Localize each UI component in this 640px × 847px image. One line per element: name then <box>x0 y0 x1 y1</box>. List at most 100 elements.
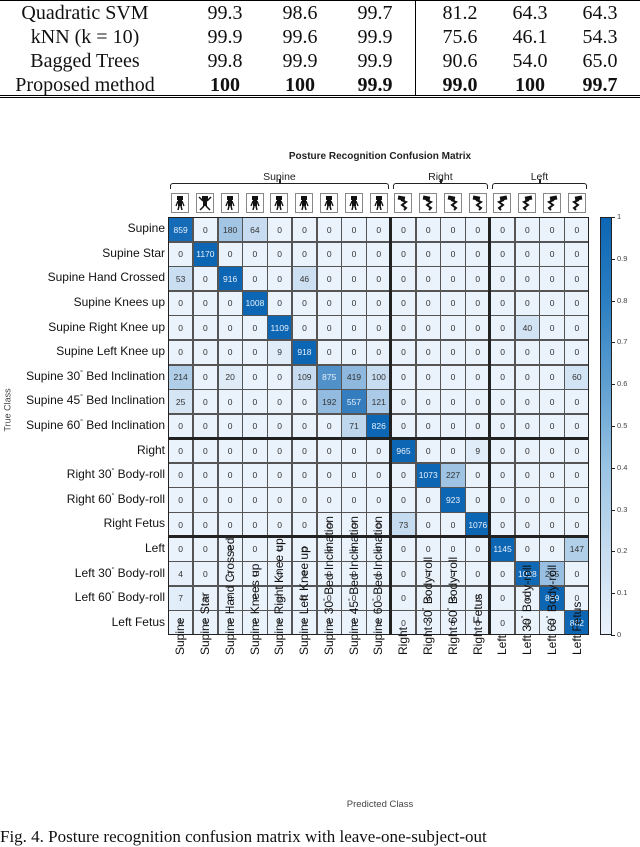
matrix-cell: 0 <box>564 413 590 439</box>
matrix-cell: 0 <box>267 217 293 243</box>
matrix-cell: 0 <box>217 512 243 538</box>
matrix-cell: 0 <box>291 610 318 636</box>
column-label-text: Left Fetus <box>570 602 584 655</box>
matrix-cell: 0 <box>316 315 342 341</box>
matrix-cell: 0 <box>341 315 367 341</box>
column-label: Supine Left Knee up <box>292 546 316 768</box>
matrix-cell: 0 <box>217 561 243 587</box>
matrix-cell: 1076 <box>465 512 491 538</box>
matrix-cell: 0 <box>168 241 194 267</box>
matrix-cell: 0 <box>465 364 491 390</box>
matrix-cell: 0 <box>415 438 441 464</box>
matrix-cell: 0 <box>291 241 318 267</box>
matrix-cell: 0 <box>465 536 491 562</box>
colorbar-tick-label: 0.4 <box>617 462 628 472</box>
matrix-cell: 0 <box>489 413 516 439</box>
matrix-cell: 0 <box>440 241 466 267</box>
matrix-cell: 121 <box>366 389 392 415</box>
table-cell: 100 <box>515 74 545 96</box>
matrix-cell: 0 <box>465 241 491 267</box>
matrix-cell: 0 <box>514 413 540 439</box>
matrix-cell: 0 <box>242 536 268 562</box>
table-cell: 100 <box>285 74 315 96</box>
matrix-cell: 0 <box>514 241 540 267</box>
matrix-cell: 0 <box>489 462 516 488</box>
column-label: Left 60° Body-roll <box>539 565 563 768</box>
matrix-cell: 0 <box>267 610 293 636</box>
colorbar-tick <box>611 300 615 302</box>
table-cell: 99.8 <box>207 50 243 72</box>
matrix-cell: 0 <box>465 389 491 415</box>
matrix-cell: 0 <box>316 487 342 513</box>
supine-30-bed-icon <box>319 193 338 213</box>
matrix-cell: 0 <box>465 413 491 439</box>
supine-right-knee-up-icon <box>270 193 289 213</box>
table-cell: 99.7 <box>582 74 618 96</box>
column-label: Supine 45° Bed Inclination <box>341 516 365 768</box>
matrix-cell: 0 <box>539 217 565 243</box>
matrix-cell: 0 <box>514 462 540 488</box>
matrix-cell: 9 <box>465 438 491 464</box>
matrix-cell: 0 <box>440 315 466 341</box>
matrix-cell: 0 <box>267 290 293 316</box>
matrix-cell: 0 <box>539 290 565 316</box>
matrix-cell: 0 <box>539 462 565 488</box>
column-label-text: Supine 30° Bed Inclination <box>322 516 336 655</box>
column-label: Right 60° Body-roll <box>440 557 464 768</box>
column-label: Left Fetus <box>564 602 588 768</box>
matrix-cell: 0 <box>192 290 218 316</box>
results-table: Quadratic SVM 99.3 98.6 99.7 81.2 64.3 64.3 kNN… <box>0 0 640 98</box>
matrix-cell: 0 <box>168 536 194 562</box>
matrix-cell: 0 <box>242 561 268 587</box>
matrix-cell: 0 <box>267 487 293 513</box>
table-cell: 100 <box>210 74 240 96</box>
left-fetus-icon <box>567 193 586 213</box>
row-label: Right Fetus <box>103 516 165 531</box>
matrix-cell: 0 <box>291 512 318 538</box>
matrix-cell: 0 <box>242 487 268 513</box>
column-label-text: Left 60° Body-roll <box>544 565 559 655</box>
matrix-cell: 0 <box>291 290 318 316</box>
matrix-cell: 109 <box>291 364 318 390</box>
matrix-cell: 0 <box>168 315 194 341</box>
matrix-cell: 0 <box>539 364 565 390</box>
matrix-cell: 0 <box>316 290 342 316</box>
group-label-left: Left <box>530 171 549 183</box>
row-label: Supine <box>127 221 165 236</box>
matrix-cell: 0 <box>539 487 565 513</box>
matrix-cell: 0 <box>366 339 392 366</box>
matrix-cell: 0 <box>415 364 441 390</box>
method-name: Proposed method <box>15 74 155 96</box>
matrix-cell: 1170 <box>192 241 218 267</box>
matrix-cell: 147 <box>564 536 590 562</box>
matrix-cell: 0 <box>514 266 540 292</box>
matrix-cell: 0 <box>366 315 392 341</box>
matrix-cell: 0 <box>316 561 342 587</box>
matrix-cell: 0 <box>539 438 565 464</box>
matrix-cell: 0 <box>341 217 367 243</box>
colorbar-tick-label: 1 <box>617 212 622 221</box>
matrix-cell: 0 <box>366 561 392 587</box>
matrix-cell: 0 <box>489 512 516 538</box>
matrix-cell: 0 <box>415 561 441 587</box>
table-cell: 99.7 <box>357 2 393 24</box>
matrix-cell: 0 <box>341 487 367 513</box>
matrix-cell: 0 <box>390 561 417 587</box>
matrix-cell: 0 <box>267 462 293 488</box>
column-label: Right Fetus <box>465 594 489 768</box>
matrix-cell: 0 <box>242 462 268 488</box>
matrix-cell: 0 <box>440 610 466 636</box>
matrix-cell: 60 <box>564 364 590 390</box>
row-label: Supine 60° Bed Inclination <box>26 418 165 432</box>
column-label: Supine Star <box>193 592 217 768</box>
matrix-cell: 0 <box>440 389 466 415</box>
matrix-cell: 0 <box>316 266 342 292</box>
matrix-cell: 0 <box>415 487 441 513</box>
matrix-cell: 0 <box>366 536 392 562</box>
confusion-matrix: 859 0 180 64 0 0 0 0 0 0 0 0 0 0 0 0 0 0 1170 0 0 0 0 0 0 0 0 0 0 0 0 0… <box>168 217 590 636</box>
matrix-cell: 0 <box>192 315 218 341</box>
matrix-cell: 0 <box>390 315 417 341</box>
matrix-cell: 4 <box>168 561 194 587</box>
matrix-cell: 0 <box>291 389 318 415</box>
matrix-cell: 875 <box>316 364 342 390</box>
